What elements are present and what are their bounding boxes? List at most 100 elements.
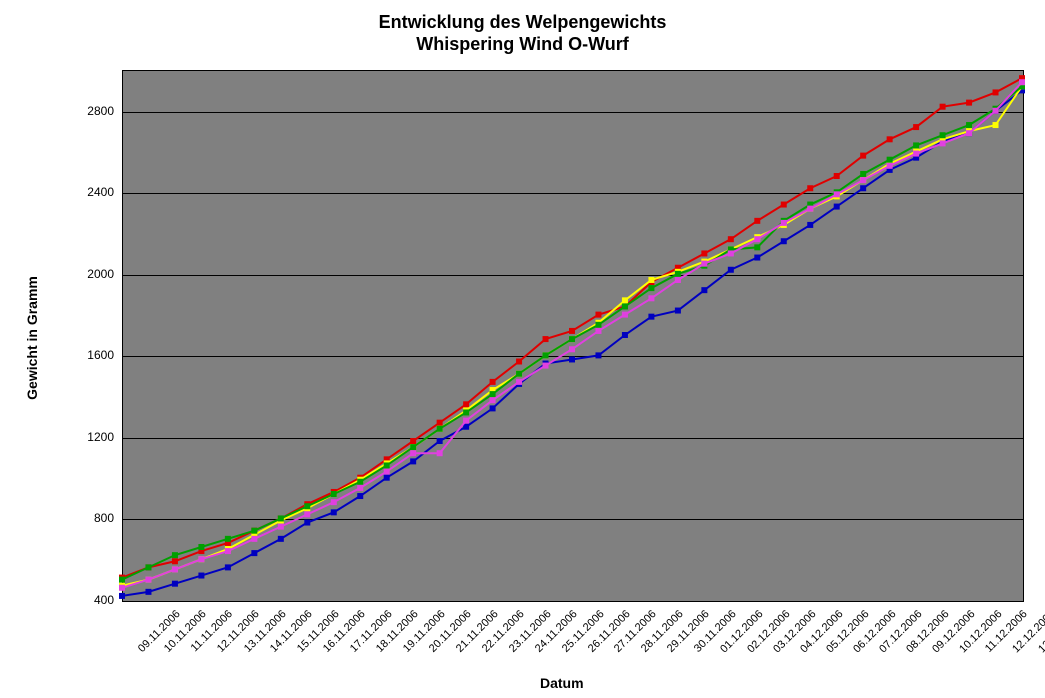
series-green-marker xyxy=(913,142,919,148)
series-blue-marker xyxy=(172,581,178,587)
series-blue-marker xyxy=(834,204,840,210)
series-magenta-marker xyxy=(251,536,257,542)
series-blue-marker xyxy=(781,238,787,244)
series-magenta-marker xyxy=(437,450,443,456)
series-magenta-marker xyxy=(781,220,787,226)
series-red-marker xyxy=(993,89,999,95)
series-blue-marker xyxy=(251,550,257,556)
series-red-marker xyxy=(595,312,601,318)
series-magenta-marker xyxy=(966,130,972,136)
series-magenta-marker xyxy=(1019,79,1025,85)
series-green-marker xyxy=(357,479,363,485)
series-red-marker xyxy=(437,420,443,426)
series-red-marker xyxy=(754,218,760,224)
series-yellow-marker xyxy=(648,277,654,283)
series-blue-marker xyxy=(304,520,310,526)
series-magenta-marker xyxy=(860,177,866,183)
series-green-marker xyxy=(119,577,125,583)
series-red-marker xyxy=(463,401,469,407)
series-red-marker xyxy=(701,250,707,256)
series-green-marker xyxy=(198,544,204,550)
series-red-marker xyxy=(913,124,919,130)
series-green-marker xyxy=(490,391,496,397)
chart-container: Entwicklung des Welpengewichts Whisperin… xyxy=(0,0,1045,698)
series-red-marker xyxy=(728,236,734,242)
series-green-marker xyxy=(675,271,681,277)
series-green-marker xyxy=(543,352,549,358)
series-red-marker xyxy=(490,379,496,385)
series-green-marker xyxy=(622,303,628,309)
series-magenta-marker xyxy=(119,585,125,591)
series-blue-marker xyxy=(648,314,654,320)
series-green-marker xyxy=(860,171,866,177)
series-blue-marker xyxy=(331,509,337,515)
series-magenta-marker xyxy=(516,379,522,385)
series-magenta-marker xyxy=(940,140,946,146)
series-magenta-marker xyxy=(543,363,549,369)
series-red-marker xyxy=(966,100,972,106)
series-green-marker xyxy=(569,336,575,342)
series-green-marker xyxy=(251,528,257,534)
series-blue-marker xyxy=(490,405,496,411)
series-green-marker xyxy=(410,444,416,450)
series-yellow-marker xyxy=(622,297,628,303)
series-green-marker xyxy=(225,536,231,542)
series-magenta-marker xyxy=(913,151,919,157)
series-red-marker xyxy=(834,173,840,179)
series-red-marker xyxy=(887,136,893,142)
series-green-marker xyxy=(331,491,337,497)
series-blue-marker xyxy=(145,589,151,595)
series-blue-marker xyxy=(198,573,204,579)
series-green-marker xyxy=(437,426,443,432)
series-green-marker xyxy=(648,285,654,291)
series-red-marker xyxy=(172,558,178,564)
series-green-marker xyxy=(887,157,893,163)
series-red-marker xyxy=(516,359,522,365)
series-red-marker xyxy=(410,438,416,444)
series-blue-marker xyxy=(807,222,813,228)
series-blue-marker xyxy=(622,332,628,338)
series-green-marker xyxy=(754,244,760,250)
series-magenta-marker xyxy=(675,277,681,283)
series-blue-marker xyxy=(675,308,681,314)
series-magenta-marker xyxy=(198,556,204,562)
series-magenta-marker xyxy=(410,450,416,456)
series-blue-marker xyxy=(410,458,416,464)
series-magenta-marker xyxy=(595,328,601,334)
series-green-marker xyxy=(278,515,284,521)
series-magenta-marker xyxy=(172,566,178,572)
series-red-marker xyxy=(781,202,787,208)
series-blue-marker xyxy=(225,564,231,570)
series-magenta-marker xyxy=(225,548,231,554)
series-magenta-marker xyxy=(331,499,337,505)
series-green-marker xyxy=(516,371,522,377)
series-magenta-marker xyxy=(490,397,496,403)
series-blue-marker xyxy=(595,352,601,358)
series-magenta-marker xyxy=(569,346,575,352)
series-red-marker xyxy=(940,104,946,110)
series-blue-marker xyxy=(384,475,390,481)
series-magenta-marker xyxy=(278,524,284,530)
series-blue-marker xyxy=(701,287,707,293)
series-magenta-marker xyxy=(754,236,760,242)
series-magenta-marker xyxy=(807,206,813,212)
series-magenta-marker xyxy=(357,485,363,491)
series-magenta-marker xyxy=(145,577,151,583)
series-red-marker xyxy=(543,336,549,342)
series-magenta-marker xyxy=(728,250,734,256)
series-blue-marker xyxy=(569,356,575,362)
series-blue-marker xyxy=(437,438,443,444)
series-magenta-marker xyxy=(304,511,310,517)
series-red-line xyxy=(122,78,1022,577)
series-magenta-marker xyxy=(993,108,999,114)
series-green-marker xyxy=(304,503,310,509)
series-magenta-marker xyxy=(834,191,840,197)
series-magenta-marker xyxy=(648,295,654,301)
series-magenta-marker xyxy=(463,418,469,424)
series-blue-marker xyxy=(728,267,734,273)
series-magenta-marker xyxy=(384,469,390,475)
series-blue-marker xyxy=(278,536,284,542)
series-blue-marker xyxy=(119,593,125,599)
series-green-marker xyxy=(172,552,178,558)
line-layer xyxy=(0,0,1045,698)
